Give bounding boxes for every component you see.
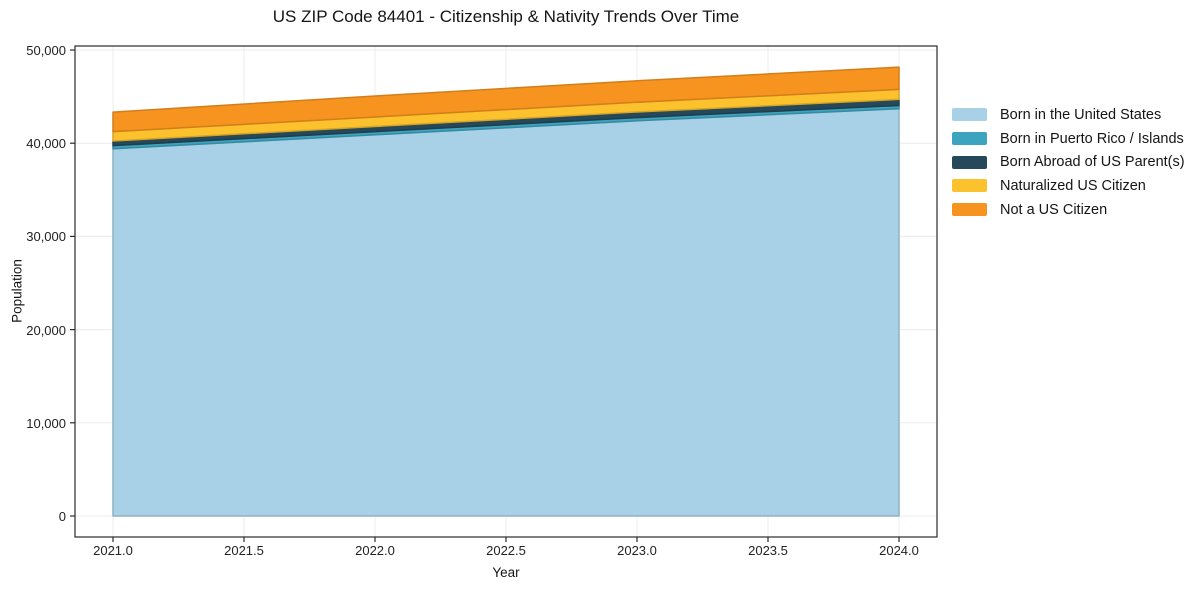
legend-item: Naturalized US Citizen [952, 174, 1185, 198]
y-tick-label: 40,000 [26, 136, 66, 152]
x-tick-label: 2021.5 [224, 543, 264, 558]
x-tick-label: 2023.5 [748, 543, 788, 558]
x-tick-label: 2024.0 [879, 543, 919, 558]
y-tick-label: 0 [58, 509, 66, 524]
y-tick-label: 20,000 [26, 322, 66, 338]
y-tick-label: 50,000 [26, 43, 66, 58]
legend-item: Born in the United States [952, 103, 1185, 127]
legend-item: Born in Puerto Rico / Islands [952, 127, 1185, 151]
x-axis-label: Year [492, 565, 520, 580]
x-tick-label: 2022.0 [355, 543, 395, 558]
y-tick-label: 10,000 [26, 415, 66, 431]
legend-swatch-icon [952, 203, 987, 217]
area-series-4 [112, 66, 900, 133]
legend-swatch-icon [952, 155, 987, 169]
x-tick-label: 2021.0 [93, 543, 133, 558]
legend-label: Not a US Citizen [1000, 201, 1108, 218]
y-axis-label: Population [9, 259, 25, 323]
area-series-0 [112, 107, 900, 517]
x-tick-label: 2022.5 [486, 543, 526, 558]
legend-label: Born in Puerto Rico / Islands [1000, 130, 1184, 147]
legend-item: Not a US Citizen [952, 198, 1185, 222]
y-tick-label: 30,000 [26, 229, 66, 245]
legend-item: Born Abroad of US Parent(s) [952, 150, 1185, 174]
legend-swatch-icon [952, 132, 987, 146]
legend: Born in the United States Born in Puerto … [952, 103, 1185, 221]
chart-title: US ZIP Code 84401 - Citizenship & Nativi… [272, 7, 740, 26]
legend-label: Born in the United States [1000, 106, 1162, 123]
legend-label: Naturalized US Citizen [1000, 177, 1146, 194]
legend-swatch-icon [952, 108, 987, 122]
legend-label: Born Abroad of US Parent(s) [1000, 154, 1185, 171]
legend-swatch-icon [952, 179, 987, 193]
x-tick-label: 2023.0 [617, 543, 657, 558]
